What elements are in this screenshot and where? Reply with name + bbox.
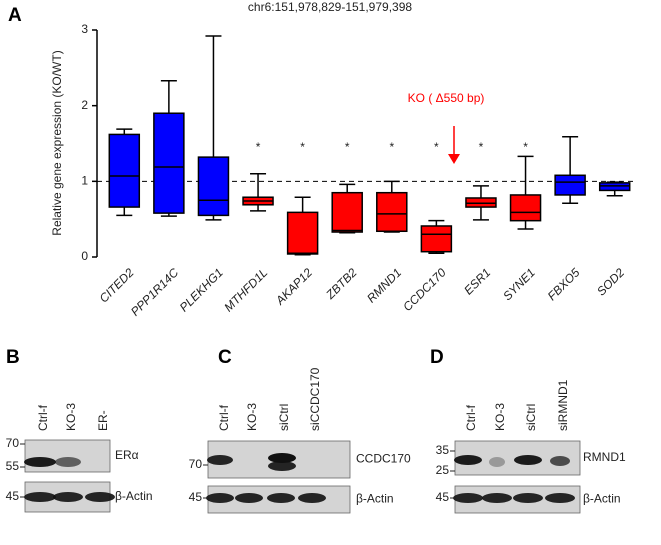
panel-label: C xyxy=(218,347,232,368)
box xyxy=(376,191,408,233)
blot-band xyxy=(453,493,483,503)
size-marker: 70 xyxy=(6,436,20,450)
blot-band xyxy=(489,457,505,467)
blot-label: β-Actin xyxy=(115,489,153,503)
x-tick-label: ESR1 xyxy=(461,265,493,297)
box xyxy=(554,174,586,196)
blot-label: β-Actin xyxy=(583,492,621,506)
box xyxy=(286,211,319,255)
blot-band xyxy=(513,493,543,503)
blot-band xyxy=(24,457,56,467)
lane-label: Ctrl-f xyxy=(464,404,478,431)
y-tick-label: 2 xyxy=(81,98,88,112)
size-marker: 45 xyxy=(6,489,20,503)
y-tick-label: 3 xyxy=(81,22,88,36)
x-tick-label: SOD2 xyxy=(594,265,627,298)
size-marker: 25 xyxy=(436,463,450,477)
lane-label: siCCDC170 xyxy=(308,367,322,431)
annotation: KO ( Δ550 bp) xyxy=(408,91,485,105)
significance-mark: * xyxy=(523,140,528,154)
box xyxy=(197,156,230,217)
x-tick-label: MTHFD1L xyxy=(221,265,270,314)
chart-title: chr6:151,978,829-151,979,398 xyxy=(248,0,412,14)
blot-band xyxy=(550,456,570,466)
box xyxy=(153,112,185,214)
significance-mark: * xyxy=(479,140,484,154)
blot-band xyxy=(235,493,263,503)
x-tick-label: ZBTB2 xyxy=(323,265,360,302)
panel-label: B xyxy=(6,347,20,368)
blot-band xyxy=(53,492,83,502)
box xyxy=(509,194,542,222)
x-tick-label: FBXO5 xyxy=(545,265,583,303)
significance-mark: * xyxy=(300,140,305,154)
significance-mark: * xyxy=(256,140,261,154)
blot-band xyxy=(454,455,482,465)
lane-label: ER- xyxy=(96,410,110,431)
blot-band xyxy=(24,492,56,502)
blot-band xyxy=(514,455,542,465)
lane-label: siCtrl xyxy=(277,404,291,431)
significance-mark: * xyxy=(434,140,439,154)
blot-band xyxy=(55,457,81,467)
y-tick-label: 0 xyxy=(81,249,88,263)
x-tick-label: SYNE1 xyxy=(500,265,538,303)
size-marker: 55 xyxy=(6,459,20,473)
blot-band xyxy=(206,493,234,503)
lane-label: KO-3 xyxy=(493,403,507,431)
lane-label: siRMND1 xyxy=(556,379,570,431)
x-tick-label: PLEKHG1 xyxy=(177,265,226,314)
size-marker: 45 xyxy=(436,490,450,504)
blot-label: CCDC170 xyxy=(356,452,411,466)
size-marker: 35 xyxy=(436,443,450,457)
y-tick-label: 1 xyxy=(81,174,88,188)
box xyxy=(331,191,363,233)
blot-label: RMND1 xyxy=(583,450,626,464)
significance-mark: * xyxy=(345,140,350,154)
x-tick-label: AKAP12 xyxy=(272,265,315,308)
box xyxy=(465,197,497,208)
size-marker: 45 xyxy=(189,490,203,504)
box xyxy=(598,182,631,192)
blot-label: β-Actin xyxy=(356,492,394,506)
x-tick-label: CITED2 xyxy=(97,265,137,305)
lane-label: KO-3 xyxy=(64,403,78,431)
lane-label: Ctrl-f xyxy=(217,404,231,431)
blot-band xyxy=(85,492,115,502)
blot-band xyxy=(298,493,326,503)
size-marker: 70 xyxy=(189,457,203,471)
blot xyxy=(24,439,111,473)
x-tick-label: CCDC170 xyxy=(400,265,449,314)
lane-label: Ctrl-f xyxy=(36,404,50,431)
lane-label: siCtrl xyxy=(524,404,538,431)
y-axis-label: Relative gene expression (KO/WT) xyxy=(50,50,64,235)
blot-band xyxy=(268,461,296,471)
panel-label: D xyxy=(430,347,444,368)
panel-label: A xyxy=(8,5,22,26)
blot-band xyxy=(482,493,512,503)
blot-label: ERα xyxy=(115,448,139,462)
box xyxy=(108,133,141,208)
blot-band xyxy=(268,453,296,463)
box xyxy=(420,225,453,253)
arrow-head xyxy=(448,154,460,164)
x-tick-label: PPP1R14C xyxy=(128,265,182,319)
blot-band xyxy=(545,493,575,503)
x-tick-label: RMND1 xyxy=(364,265,404,305)
blot-band xyxy=(207,455,233,465)
blot-band xyxy=(267,493,295,503)
lane-label: KO-3 xyxy=(245,403,259,431)
significance-mark: * xyxy=(389,140,394,154)
